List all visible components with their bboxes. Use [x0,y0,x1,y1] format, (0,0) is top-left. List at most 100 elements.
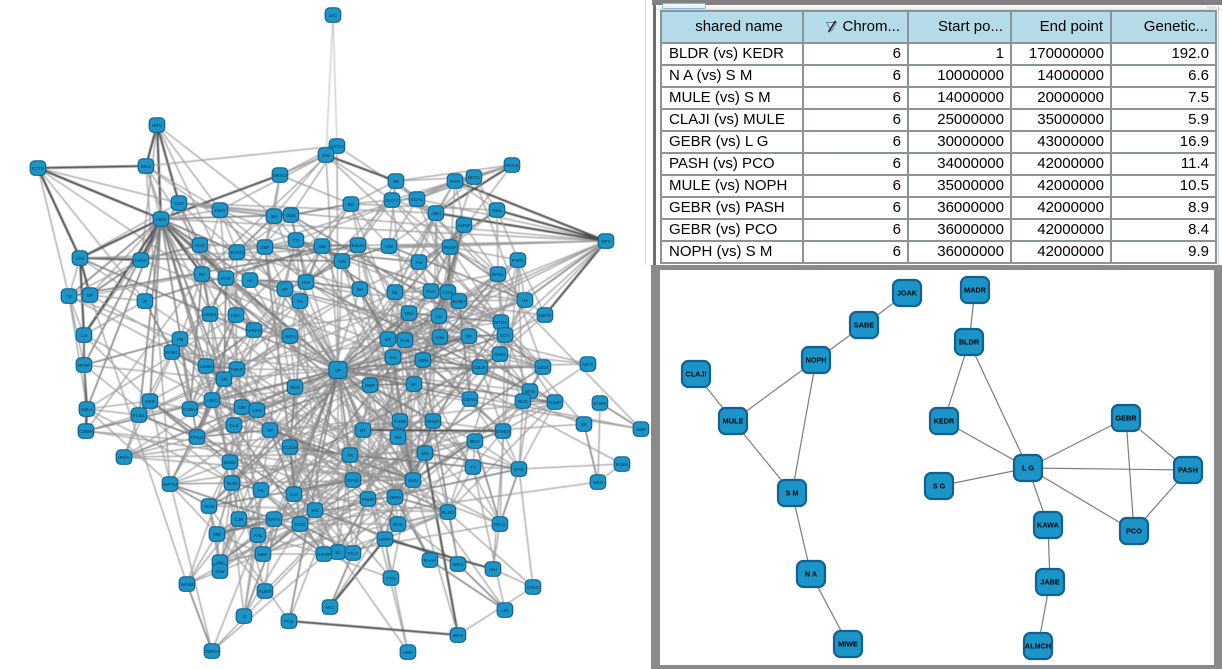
svg-text:SLNI: SLNI [227,481,237,486]
svg-text:PA: PA [297,299,304,304]
svg-text:KEFN: KEFN [539,313,552,318]
svg-text:FUK: FUK [400,338,410,343]
svg-text:BFIM: BFIM [347,478,358,483]
svg-text:WJC: WJC [518,399,529,404]
svg-text:BG: BG [348,202,355,207]
svg-text:PCK: PCK [284,619,295,624]
svg-text:MTDK: MTDK [494,320,508,325]
svg-text:WKFS: WKFS [247,328,261,333]
svg-text:MS: MS [421,451,428,456]
svg-text:HRN: HRN [152,123,162,128]
svg-text:MKKO: MKKO [273,173,287,178]
svg-text:TE: TE [66,294,72,299]
svg-text:HCGE: HCGE [505,163,519,168]
svg-text:ACG: ACG [195,243,206,248]
svg-text:KAWA: KAWA [1037,521,1060,530]
svg-text:UUM: UUM [408,478,419,483]
svg-text:NFNP: NFNP [78,363,91,368]
svg-text:GWEU: GWEU [496,429,511,434]
svg-text:MADR: MADR [964,286,987,295]
svg-text:SL: SL [335,550,341,555]
svg-text:HW: HW [385,244,393,249]
svg-text:CTTB: CTTB [32,166,44,171]
svg-text:MKH: MKH [593,480,603,485]
svg-text:EBLA: EBLA [81,407,94,412]
svg-text:HP: HP [267,428,274,433]
svg-text:GEBR: GEBR [1115,414,1137,423]
svg-text:GML: GML [492,208,503,213]
svg-text:ABH: ABH [431,211,441,216]
svg-text:HSWP: HSWP [317,552,331,557]
svg-text:TTG: TTG [386,576,396,581]
svg-text:KJJ: KJJ [290,492,298,497]
svg-text:LTAL: LTAL [443,290,454,295]
svg-text:EBUU: EBUU [351,243,365,248]
svg-text:PNSP: PNSP [444,245,457,250]
svg-text:S M: S M [786,489,799,498]
svg-text:DE: DE [393,179,400,184]
svg-text:RLBR: RLBR [442,510,455,515]
svg-text:RUMT: RUMT [258,589,272,594]
svg-text:OIHI: OIHI [252,408,262,413]
svg-text:DNEE: DNEE [223,460,236,465]
svg-text:AMO: AMO [156,217,167,222]
svg-text:CLAJI: CLAJI [685,370,706,379]
svg-text:S G: S G [933,482,946,491]
svg-text:FM: FM [177,337,184,342]
svg-text:BPRL: BPRL [492,272,505,277]
svg-text:FOO: FOO [450,179,461,184]
svg-text:FFGG: FFGG [190,435,203,440]
svg-text:FLML: FLML [133,413,145,418]
svg-text:CLS: CLS [229,423,238,428]
svg-text:ML: ML [392,290,399,295]
svg-text:IFAK: IFAK [221,276,232,281]
svg-text:KFWC: KFWC [165,350,179,355]
svg-text:LC: LC [436,314,443,319]
svg-text:MULE: MULE [723,417,744,426]
svg-text:OBF: OBF [260,245,270,250]
svg-text:WPTU: WPTU [163,482,177,487]
svg-text:OIGO: OIGO [527,585,540,590]
svg-text:BLDR: BLDR [959,338,980,347]
svg-text:TT: TT [470,465,476,470]
svg-text:JJHD: JJHD [206,398,218,403]
svg-text:JJ: JJ [242,614,247,619]
svg-text:RNSP: RNSP [426,419,439,424]
svg-text:MTS: MTS [525,389,535,394]
svg-text:KCCM: KCCM [283,445,297,450]
svg-text:WINM: WINM [180,582,193,587]
svg-text:GH: GH [216,560,223,565]
svg-text:TTI: TTI [292,238,299,243]
svg-text:HA: HA [522,298,529,303]
svg-text:GP: GP [87,293,94,298]
svg-text:MFC: MFC [583,362,594,367]
svg-text:DP: DP [466,334,473,339]
svg-text:WFU: WFU [453,562,464,567]
svg-text:NWF: NWF [365,383,376,388]
svg-text:OGN: OGN [204,504,215,509]
svg-text:GDAG: GDAG [463,397,477,402]
svg-text:KCH: KCH [500,333,510,338]
svg-text:NGW: NGW [135,258,147,263]
svg-text:HW: HW [436,335,444,340]
svg-text:PDHE: PDHE [361,497,374,502]
svg-text:EHJI: EHJI [141,164,151,169]
svg-text:UOFP: UOFP [378,537,391,542]
svg-text:TWHF: TWHF [230,367,244,372]
svg-text:NDSL: NDSL [468,175,481,180]
svg-text:AWP: AWP [636,427,647,432]
svg-text:SABE: SABE [854,321,874,330]
svg-text:ECHL: ECHL [411,197,424,202]
svg-text:ALMCH: ALMCH [1025,642,1051,651]
svg-text:DTD: DTD [514,467,524,472]
svg-text:PASH: PASH [1178,466,1198,475]
svg-text:DJMP: DJMP [549,400,562,405]
svg-text:JF: JF [142,299,147,304]
svg-text:PCO: PCO [1126,527,1142,536]
svg-text:UP: UP [335,368,342,373]
svg-text:THSB: THSB [394,419,407,424]
svg-text:HF: HF [282,287,288,292]
svg-text:NOPH: NOPH [805,356,826,365]
svg-text:CMBR: CMBR [79,429,93,434]
svg-text:KBA: KBA [231,313,241,318]
